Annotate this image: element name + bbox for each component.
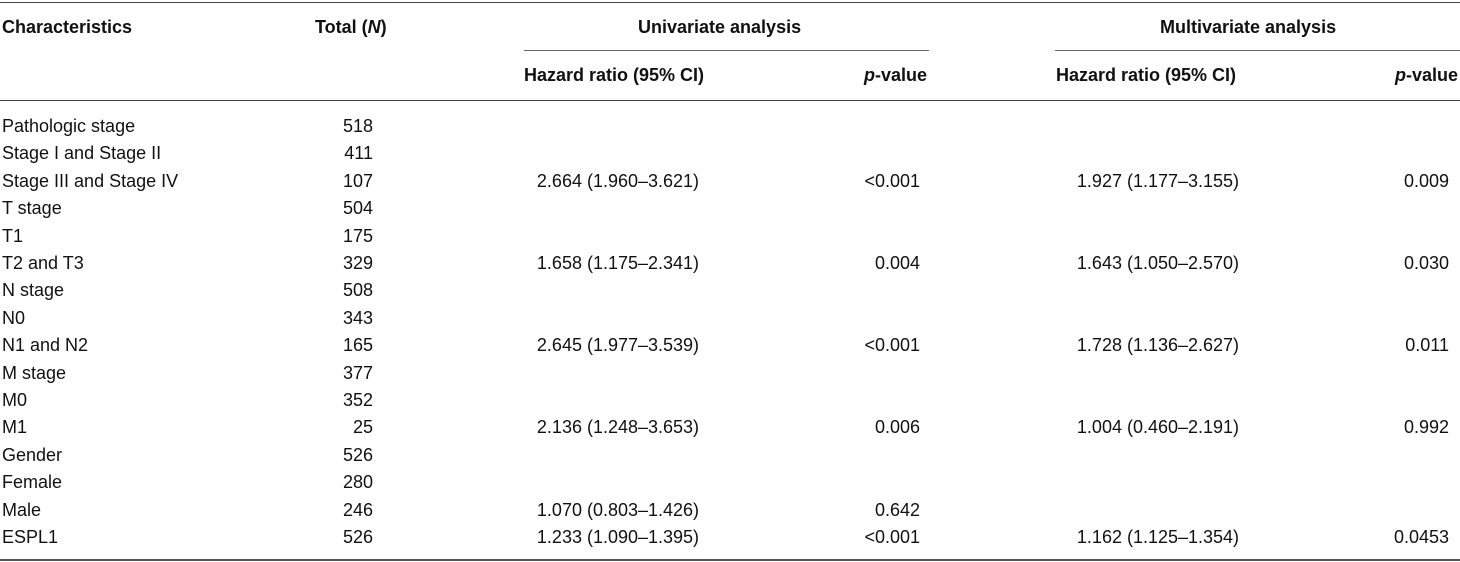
cell-total: 165: [342, 335, 373, 355]
cell-characteristic: M1: [2, 417, 28, 437]
cell-total: 526: [342, 445, 373, 465]
cell-total: 343: [342, 308, 373, 328]
multivariate-group-rule: [1055, 50, 1460, 51]
cell-characteristic: N1 and N2: [2, 335, 89, 355]
cell-total: 504: [342, 198, 373, 218]
cell-multivariate-hazard-ratio: 1.643 (1.050–2.570): [1076, 253, 1240, 273]
cell-univariate-p-value: <0.001: [864, 335, 920, 355]
header-p-rest: -value: [1405, 65, 1458, 85]
header-p-italic: p: [863, 65, 875, 85]
cell-univariate-hazard-ratio: 2.136 (1.248–3.653): [536, 417, 700, 437]
cell-multivariate-hazard-ratio: 1.728 (1.136–2.627): [1076, 335, 1240, 355]
cell-characteristic: N stage: [2, 280, 65, 300]
cell-univariate-p-value: 0.006: [874, 417, 920, 437]
table-top-rule: [0, 2, 1460, 3]
header-uni-hazard-ratio: Hazard ratio (95% CI): [524, 65, 705, 85]
cell-univariate-hazard-ratio: 1.658 (1.175–2.341): [536, 253, 700, 273]
cell-total: 508: [342, 280, 373, 300]
header-multivariate: Multivariate analysis: [1160, 17, 1337, 37]
cell-univariate-p-value: <0.001: [864, 171, 920, 191]
cell-characteristic: Stage I and Stage II: [2, 143, 162, 163]
cell-multivariate-p-value: 0.992: [1403, 417, 1449, 437]
header-total: Total (N): [315, 16, 387, 38]
cell-characteristic: Gender: [2, 445, 63, 465]
header-p-rest: -value: [874, 65, 927, 85]
cell-characteristic: Female: [2, 472, 63, 492]
cell-univariate-p-value: 0.642: [874, 500, 920, 520]
cell-total: 246: [342, 500, 373, 520]
cell-total: 280: [342, 472, 373, 492]
cell-total: 377: [342, 363, 373, 383]
cell-total: 329: [342, 253, 373, 273]
header-bottom-rule: [0, 100, 1460, 101]
cell-multivariate-p-value: 0.030: [1403, 253, 1449, 273]
cell-univariate-hazard-ratio: 2.645 (1.977–3.539): [536, 335, 700, 355]
cell-total: 107: [342, 171, 373, 191]
cell-characteristic: Male: [2, 500, 42, 520]
univariate-group-rule: [524, 50, 929, 51]
cell-multivariate-hazard-ratio: 1.927 (1.177–3.155): [1076, 171, 1240, 191]
cell-characteristic: ESPL1: [2, 527, 59, 547]
header-total-suffix: ): [380, 17, 387, 37]
cell-univariate-hazard-ratio: 2.664 (1.960–3.621): [536, 171, 700, 191]
cell-univariate-hazard-ratio: 1.070 (0.803–1.426): [536, 500, 700, 520]
header-characteristics: Characteristics: [2, 17, 133, 37]
cell-total: 25: [352, 417, 373, 437]
cell-univariate-hazard-ratio: 1.233 (1.090–1.395): [536, 527, 700, 547]
header-uni-p-value: p-value: [0, 64, 927, 86]
cell-multivariate-hazard-ratio: 1.162 (1.125–1.354): [1076, 527, 1240, 547]
cell-total: 411: [344, 143, 373, 163]
table-bottom-rule: [0, 559, 1460, 561]
cell-univariate-p-value: <0.001: [864, 527, 920, 547]
cell-multivariate-p-value: 0.0453: [1393, 527, 1449, 547]
header-multi-p-value: p-value: [0, 64, 1458, 86]
cell-characteristic: M0: [2, 390, 28, 410]
cell-total: 518: [342, 116, 373, 136]
header-total-n: N: [367, 17, 381, 37]
cell-characteristic: Stage III and Stage IV: [2, 171, 179, 191]
header-univariate: Univariate analysis: [638, 17, 802, 37]
cell-multivariate-hazard-ratio: 1.004 (0.460–2.191): [1076, 417, 1240, 437]
cell-characteristic: T1: [2, 226, 24, 246]
cell-characteristic: T stage: [2, 198, 62, 218]
cell-characteristic: T2 and T3: [2, 253, 84, 273]
cell-total: 352: [342, 390, 373, 410]
cell-multivariate-p-value: 0.009: [1403, 171, 1449, 191]
header-multi-hazard-ratio: Hazard ratio (95% CI): [1056, 65, 1237, 85]
cell-total: 526: [342, 527, 373, 547]
cell-characteristic: N0: [2, 308, 26, 328]
header-p-italic: p: [1394, 65, 1406, 85]
cell-characteristic: M stage: [2, 363, 67, 383]
header-total-prefix: Total (: [315, 17, 368, 37]
cell-multivariate-p-value: 0.011: [1405, 335, 1449, 355]
cell-total: 175: [342, 226, 373, 246]
cell-characteristic: Pathologic stage: [2, 116, 136, 136]
cell-univariate-p-value: 0.004: [874, 253, 920, 273]
